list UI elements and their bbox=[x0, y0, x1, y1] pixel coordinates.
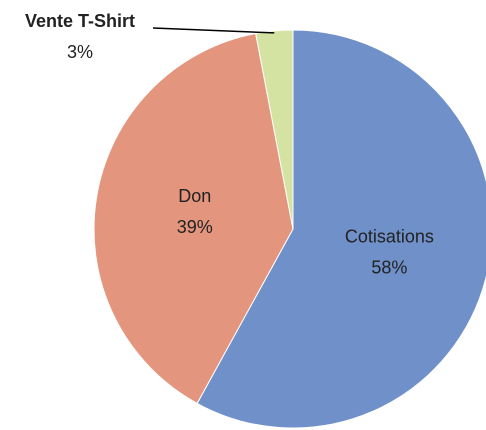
pie-slice bbox=[255, 29, 294, 230]
value-label: 58% bbox=[371, 257, 407, 277]
pie-slice bbox=[93, 32, 294, 405]
slice-label: Don bbox=[178, 186, 211, 206]
slice-label: Cotisations bbox=[345, 226, 434, 246]
slice-label: Vente T-Shirt bbox=[25, 11, 135, 31]
leader-line bbox=[152, 27, 275, 34]
value-label: 3% bbox=[67, 42, 93, 62]
value-label: 39% bbox=[177, 217, 213, 237]
